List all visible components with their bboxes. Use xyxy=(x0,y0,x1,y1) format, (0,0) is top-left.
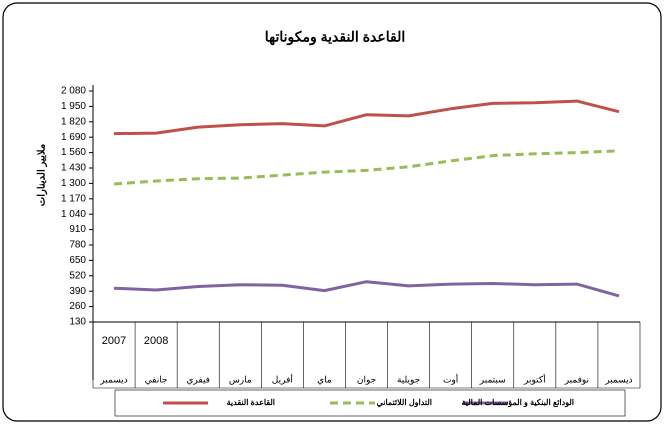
y-tick-label: 1 560 xyxy=(61,147,86,158)
y-tick-label: 130 xyxy=(69,317,86,328)
x-tick-label: ماي xyxy=(317,374,332,384)
x-tick-label: ديسمبر xyxy=(604,374,632,385)
y-tick-label: 390 xyxy=(69,286,86,297)
x-tick-label: أفريل xyxy=(272,372,293,385)
x-tick-label: سبتمبر xyxy=(479,374,506,385)
y-tick-label: 1 430 xyxy=(61,163,86,174)
y-tick-label: 650 xyxy=(69,255,86,266)
y-tick-label: 1 820 xyxy=(61,116,86,127)
legend-label: الودائع البنكية و المؤسسات المالية xyxy=(461,398,574,408)
y-tick-label: 1 300 xyxy=(61,178,86,189)
y-tick-label: 1 040 xyxy=(61,209,86,220)
y-tick-label: 2 080 xyxy=(61,86,86,97)
y-tick-label: 260 xyxy=(69,301,86,312)
year-label: 2007 xyxy=(102,335,126,347)
x-tick-label: جانفي xyxy=(145,374,168,384)
x-tick-label: مارس xyxy=(229,374,252,385)
y-tick-label: 1 170 xyxy=(61,193,86,204)
y-axis-label: ملايير الدينارات xyxy=(37,144,48,206)
chart-title: القاعدة النقدية ومكوناتها xyxy=(265,29,406,46)
legend-label: التداول اللائتماني xyxy=(377,398,432,408)
x-tick-label: جوان xyxy=(357,374,376,385)
y-tick-label: 1 690 xyxy=(61,132,86,143)
y-tick-label: 910 xyxy=(69,224,86,235)
series-line xyxy=(113,280,620,298)
y-tick-label: 1 950 xyxy=(61,101,86,112)
legend-label: القاعدة النقدية xyxy=(227,398,275,407)
y-tick-label: 780 xyxy=(69,240,86,251)
y-tick-label: 520 xyxy=(69,270,86,281)
x-tick-label: أوت xyxy=(443,372,458,385)
year-label: 2008 xyxy=(144,335,168,347)
x-tick-label: ديسمبر xyxy=(99,374,127,385)
x-tick-label: نوفمبر xyxy=(564,374,589,385)
series-line xyxy=(113,99,620,136)
series-line xyxy=(113,149,620,186)
x-tick-label: فيفري xyxy=(186,374,210,385)
x-tick-label: أكتوبر xyxy=(523,372,546,385)
x-tick-label: جويلية xyxy=(397,374,420,385)
